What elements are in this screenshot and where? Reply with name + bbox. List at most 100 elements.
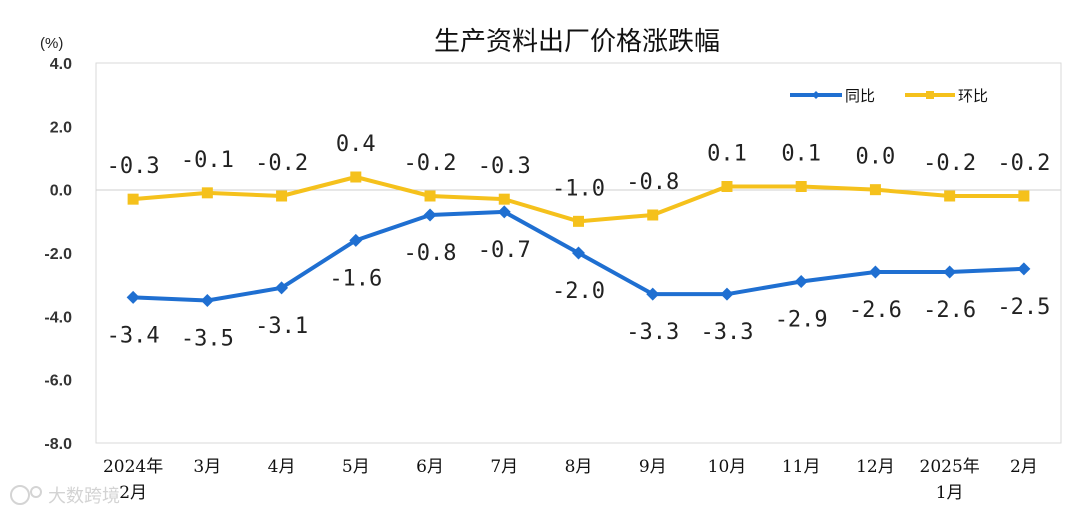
x-tick-label-line: 2025年 (920, 457, 980, 477)
y-axis-ticks: 4.0 2.0 0.0 -2.0 -4.0 -6.0 -8.0 (44, 56, 72, 453)
x-tick-label: 10月 (708, 457, 747, 477)
data-point-yoy (646, 287, 660, 301)
x-tick-label: 2024年 2月 (103, 457, 163, 503)
y-tick-label: -8.0 (44, 436, 72, 453)
data-point-yoy (126, 290, 140, 304)
data-label-yoy: -2.0 (552, 279, 605, 304)
data-label-mom: 0.1 (707, 142, 747, 167)
data-point-mom (276, 190, 288, 202)
data-point-yoy (943, 265, 957, 279)
data-label-mom: -1.0 (552, 176, 605, 201)
data-point-mom (498, 193, 510, 205)
data-point-yoy (275, 281, 289, 295)
data-label-yoy: -1.6 (329, 266, 382, 291)
chart-title: 生产资料出厂价格涨跌幅 (434, 27, 720, 57)
series-layer (126, 171, 1031, 307)
data-label-mom: -0.8 (626, 170, 679, 195)
data-label-mom: -0.2 (404, 151, 457, 176)
data-point-yoy (794, 275, 808, 288)
legend-item-mom: 环比 (905, 87, 988, 105)
x-tick-label-line: 7月 (490, 457, 518, 477)
legend-label-mom: 环比 (958, 87, 988, 105)
data-point-mom (1018, 190, 1030, 202)
x-axis-ticks: 2024年 2月 3月 4月 5月 6月 7月 8月 9月 10月 11月 12月 2025年 1月 2月 (103, 457, 1038, 503)
x-tick-label: 2025年 1月 (920, 457, 980, 503)
data-point-yoy (349, 233, 363, 247)
x-tick-label: 9月 (639, 457, 667, 477)
data-label-mom: 0.4 (336, 132, 376, 157)
x-tick-label: 6月 (416, 457, 444, 477)
x-tick-label-line: 12月 (856, 457, 895, 477)
data-label-yoy: -3.3 (700, 320, 753, 345)
watermark-logo-icon (10, 485, 30, 505)
legend-label-yoy: 同比 (845, 87, 875, 105)
x-tick-label-line: 2月 (1010, 457, 1038, 477)
y-tick-label: -2.0 (44, 246, 72, 263)
watermark-text: 大数跨境 (48, 486, 120, 507)
data-label-yoy: -2.6 (923, 298, 976, 323)
data-point-mom (424, 190, 436, 202)
legend-marker-yoy (812, 91, 820, 99)
data-label-mom: -0.2 (923, 151, 976, 176)
x-tick-label-line: 4月 (268, 457, 296, 477)
data-label-yoy: -2.6 (849, 298, 902, 323)
legend: 同比 环比 (790, 87, 988, 105)
x-tick-label-line: 10月 (708, 457, 747, 477)
data-point-yoy (497, 205, 511, 219)
x-tick-label-line: 5月 (342, 457, 370, 477)
data-label-yoy: -2.9 (775, 308, 828, 333)
x-tick-label: 12月 (856, 457, 895, 477)
plot-area-border (95, 62, 1062, 444)
data-label-mom: -0.3 (107, 154, 160, 179)
data-label-mom: 0.1 (781, 142, 821, 167)
data-point-mom (647, 209, 659, 221)
x-tick-label: 8月 (565, 457, 593, 477)
data-point-yoy (572, 246, 585, 260)
data-point-mom (721, 181, 733, 192)
data-label-mom: -0.2 (255, 151, 308, 176)
data-label-yoy: -0.8 (404, 241, 457, 266)
data-label-yoy: -3.4 (107, 323, 160, 348)
data-label-mom: -0.1 (181, 148, 234, 173)
y-tick-label: 2.0 (50, 119, 72, 136)
y-axis-unit: (%) (40, 35, 63, 52)
y-tick-label: -4.0 (44, 309, 72, 326)
x-tick-label-line: 2月 (119, 483, 147, 503)
data-label-yoy: -3.1 (255, 314, 308, 339)
data-point-yoy (423, 208, 437, 222)
x-tick-label: 4月 (268, 457, 296, 477)
x-tick-label-line: 1月 (936, 483, 964, 503)
data-label-mom: -0.2 (997, 151, 1050, 176)
data-point-yoy (720, 287, 734, 301)
x-tick-label-line: 11月 (782, 457, 821, 477)
data-label-yoy: -0.7 (478, 238, 531, 263)
data-point-mom (869, 184, 881, 196)
watermark: 大数跨境 (10, 485, 120, 507)
data-point-mom (350, 171, 362, 183)
data-label-mom: -0.3 (478, 154, 531, 179)
data-point-yoy (868, 265, 882, 279)
data-point-mom (573, 215, 584, 227)
x-tick-label: 3月 (193, 457, 221, 477)
data-label-yoy: -3.3 (626, 320, 679, 345)
x-tick-label: 5月 (342, 457, 370, 477)
x-tick-label: 2月 (1010, 457, 1038, 477)
x-tick-label-line: 2024年 (103, 457, 163, 477)
x-tick-label: 7月 (490, 457, 518, 477)
y-tick-label: 0.0 (50, 183, 72, 200)
watermark-logo-dot-icon (30, 486, 42, 498)
data-point-mom (201, 187, 213, 199)
data-label-yoy: -3.5 (181, 327, 234, 352)
y-tick-label: -6.0 (44, 373, 72, 390)
x-tick-label: 11月 (782, 457, 821, 477)
x-tick-label-line: 8月 (565, 457, 593, 477)
data-label-mom: 0.0 (856, 145, 896, 170)
y-tick-label: 4.0 (50, 56, 72, 73)
x-tick-label-line: 9月 (639, 457, 667, 477)
data-point-yoy (200, 294, 214, 307)
data-labels-layer: -3.4 -3.5 -3.1 -1.6 -0.8 -0.7 -2.0 -3.3 -3.3 -2.9… (107, 132, 1051, 352)
data-label-yoy: -2.5 (997, 295, 1050, 320)
data-point-mom (944, 190, 956, 202)
data-point-mom (127, 193, 139, 205)
